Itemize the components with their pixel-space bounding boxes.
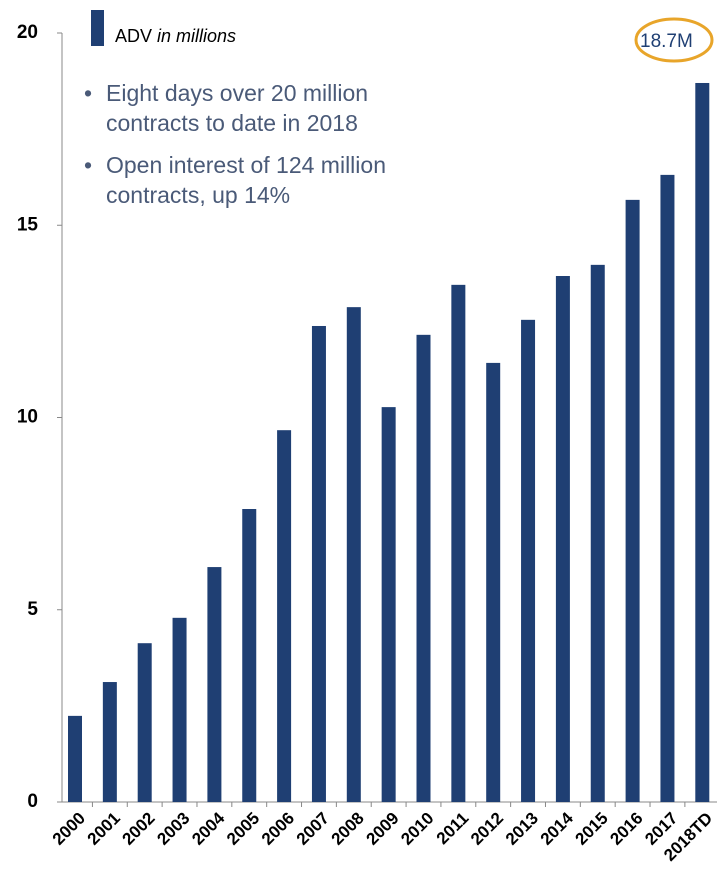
y-tick-label: 15 bbox=[17, 214, 39, 235]
y-tick-label: 5 bbox=[27, 599, 38, 620]
annotation: 18.7M bbox=[640, 31, 693, 52]
legend-unit: in millions bbox=[157, 26, 236, 46]
bar bbox=[590, 264, 605, 802]
bar bbox=[625, 199, 640, 803]
bar bbox=[311, 325, 326, 802]
bar bbox=[486, 362, 501, 802]
x-tick-label: 2007 bbox=[293, 809, 333, 849]
x-tick-label: 2003 bbox=[153, 809, 193, 849]
y-tick-label: 0 bbox=[27, 791, 38, 812]
bar bbox=[451, 284, 466, 802]
bar bbox=[172, 617, 187, 802]
bar bbox=[102, 682, 117, 802]
bar bbox=[68, 715, 82, 802]
annotation-circle bbox=[634, 17, 714, 63]
x-tick-label: 2013 bbox=[502, 809, 542, 849]
x-tick-label: 2002 bbox=[119, 809, 159, 849]
bar bbox=[416, 334, 431, 802]
x-tick-label: 2004 bbox=[188, 808, 229, 849]
x-tick-label: 2005 bbox=[223, 809, 263, 849]
bar bbox=[555, 276, 570, 802]
x-tick-label: 2011 bbox=[433, 809, 473, 849]
x-tick-label: 2006 bbox=[258, 809, 298, 849]
legend-swatch bbox=[91, 10, 104, 46]
bar bbox=[660, 174, 675, 802]
x-tick-label: 2015 bbox=[572, 809, 612, 849]
x-tick-label: 2000 bbox=[49, 809, 89, 849]
legend-series-name: ADV bbox=[115, 26, 152, 46]
bar bbox=[381, 407, 396, 802]
legend-label: ADV in millions bbox=[115, 26, 236, 46]
x-tick-label: 2008 bbox=[328, 809, 368, 849]
bullet: Open interest of 124 million contracts, … bbox=[80, 150, 425, 210]
x-tick-label: 2010 bbox=[397, 809, 437, 849]
bar bbox=[137, 643, 152, 802]
bar bbox=[207, 567, 222, 802]
bar bbox=[695, 82, 710, 803]
bar bbox=[242, 509, 257, 802]
x-tick-label: 2009 bbox=[362, 809, 402, 849]
bullet-list: Eight days over 20 million contracts to … bbox=[80, 78, 425, 222]
bar bbox=[346, 307, 361, 802]
bar bbox=[521, 319, 536, 802]
x-tick-label: 2012 bbox=[467, 809, 507, 849]
x-tick-label: 2016 bbox=[606, 809, 646, 849]
x-tick-label: 2001 bbox=[84, 809, 124, 849]
y-tick-label: 20 bbox=[17, 22, 38, 43]
y-tick-label: 10 bbox=[17, 407, 38, 428]
bullet: Eight days over 20 million contracts to … bbox=[80, 78, 425, 138]
bar bbox=[277, 430, 292, 802]
x-tick-label: 2014 bbox=[537, 808, 578, 849]
